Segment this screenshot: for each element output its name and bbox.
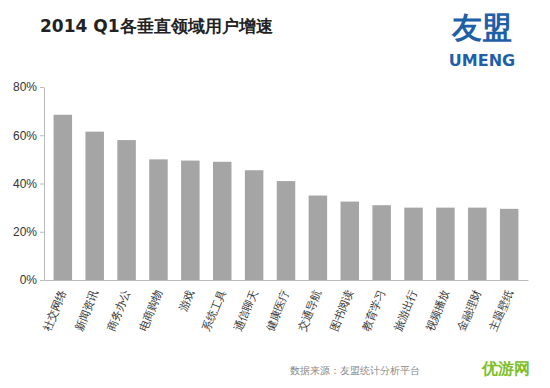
bar	[245, 170, 263, 280]
bar	[372, 205, 390, 280]
x-tick: 视频播放	[423, 280, 451, 333]
x-tick: 社交网络	[41, 280, 69, 333]
bar	[181, 161, 199, 280]
bars	[54, 115, 519, 280]
bar	[341, 202, 359, 280]
x-axis: 社交网络新闻资讯商务办公电商购物游戏系统工具通信聊天健康医疗交通导航图书阅读教育…	[41, 280, 529, 333]
bar	[54, 115, 72, 280]
source: 数据来源：友盟统计分析平台	[290, 365, 420, 376]
x-tick-label: 视频播放	[423, 288, 451, 333]
bar	[436, 208, 454, 280]
chart: 2014 Q1各垂直领域用户增速 0% 20% 40% 60% 80% 社交网络新闻资讯商务…	[0, 0, 550, 388]
x-tick: 商务办公	[104, 280, 132, 333]
bar	[309, 196, 327, 280]
x-tick-label: 图书阅读	[328, 288, 356, 333]
x-tick: 游戏	[176, 280, 195, 313]
bar	[468, 208, 486, 280]
x-tick: 通信聊天	[232, 280, 260, 333]
y-tick-label: 60%	[13, 129, 37, 143]
bar	[404, 208, 422, 280]
y-tick-mark	[40, 184, 44, 185]
y-tick-label: 80%	[13, 80, 37, 94]
bar	[500, 209, 518, 280]
x-tick-label: 通信聊天	[232, 288, 260, 333]
y-axis: 0% 20% 40% 60% 80%	[13, 80, 45, 287]
y-tick: 80%	[13, 80, 44, 94]
x-tick-label: 社交网络	[41, 288, 69, 333]
y-tick-mark	[40, 232, 44, 233]
x-tick-label: 健康医疗	[264, 288, 292, 333]
x-tick-label: 电商购物	[136, 288, 164, 333]
x-tick: 教育学习	[359, 280, 387, 333]
x-tick: 主题壁纸	[487, 280, 515, 333]
bar	[85, 132, 103, 280]
bar	[213, 162, 231, 280]
x-tick-label: 商务办公	[104, 288, 132, 333]
y-tick-label: 0%	[20, 273, 38, 287]
y-tick-mark	[40, 87, 44, 88]
x-tick-label: 旅游出行	[391, 288, 419, 333]
y-tick-mark	[40, 280, 44, 281]
y-axis-line	[44, 88, 45, 281]
x-tick: 图书阅读	[328, 280, 356, 333]
x-tick-label: 游戏	[176, 288, 195, 313]
plot: 0% 20% 40% 60% 80% 社交网络新闻资讯商务办公电商购物游戏系统工具通信聊天…	[13, 80, 529, 333]
x-tick: 新闻资讯	[73, 280, 101, 333]
y-tick-label: 20%	[13, 225, 37, 239]
x-tick: 健康医疗	[264, 280, 292, 333]
x-tick: 金融理财	[455, 280, 483, 333]
y-tick-label: 40%	[13, 177, 37, 191]
x-tick-label: 教育学习	[359, 288, 387, 333]
logo-sub: UMENG	[449, 51, 515, 70]
x-tick-label: 交通导航	[296, 288, 324, 333]
logo: 友盟	[451, 10, 512, 45]
y-tick-mark	[40, 135, 44, 136]
bar	[117, 140, 135, 280]
x-tick-label: 系统工具	[200, 288, 228, 333]
y-tick: 40%	[13, 177, 44, 191]
x-tick-label: 金融理财	[455, 288, 483, 333]
y-tick: 20%	[13, 225, 44, 239]
title: 2014 Q1各垂直领域用户增速	[40, 16, 273, 36]
x-tick-label: 新闻资讯	[73, 288, 101, 333]
bar	[277, 181, 295, 280]
x-tick: 电商购物	[136, 280, 164, 333]
y-tick: 60%	[13, 129, 44, 143]
x-axis-line	[45, 280, 529, 281]
bar	[149, 159, 167, 280]
watermark: 优游网	[481, 359, 530, 378]
x-tick: 旅游出行	[391, 280, 419, 333]
x-tick: 交通导航	[296, 280, 324, 333]
y-tick: 0%	[20, 273, 44, 287]
x-tick: 系统工具	[200, 280, 228, 333]
x-tick-label: 主题壁纸	[487, 288, 515, 333]
